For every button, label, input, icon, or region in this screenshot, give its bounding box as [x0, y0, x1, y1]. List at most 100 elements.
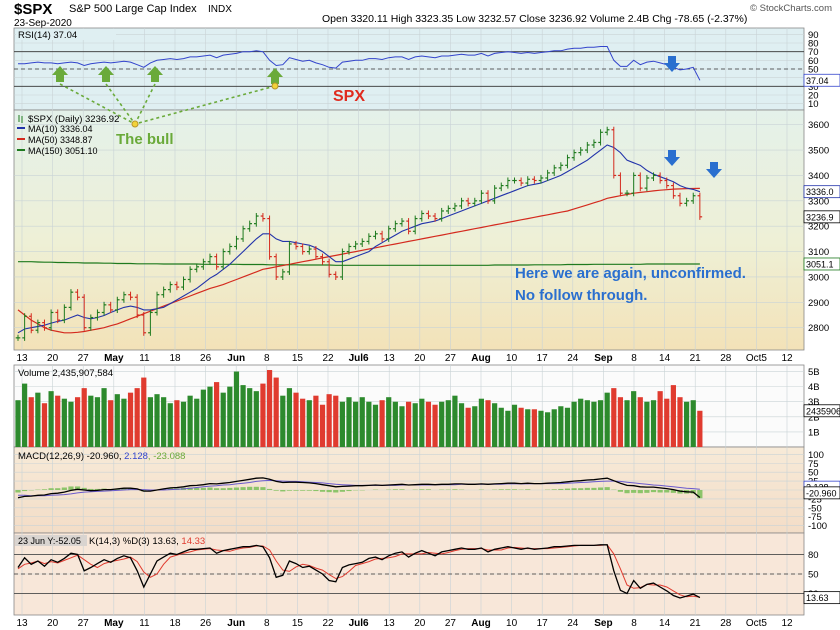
x-tick-label-bottom: 21 [690, 618, 702, 629]
value-tag-label: 2435906 [806, 406, 840, 416]
x-tick-label-bottom: 27 [445, 618, 457, 629]
volume-bar [88, 395, 94, 447]
volume-bar [584, 400, 590, 447]
x-tick-label-bottom: 13 [16, 618, 28, 629]
macd-hist-bar [300, 490, 306, 491]
y-tick-label: 75 [808, 459, 819, 470]
price-layer [15, 126, 703, 341]
value-tag-label: -20.960 [806, 488, 837, 498]
volume-bar [492, 403, 498, 447]
volume-bar [597, 400, 604, 447]
x-tick-label-bottom: Jul6 [349, 618, 369, 629]
volume-bar [319, 404, 326, 447]
volume-bar [15, 400, 21, 447]
volume-bar [399, 406, 405, 447]
macd-hist-bar [227, 487, 233, 490]
volume-bar [61, 398, 67, 447]
spx-annotation: SPX [333, 88, 365, 105]
x-tick-label: 27 [445, 353, 457, 364]
x-tick-label-bottom: 20 [414, 618, 426, 629]
y-tick-label: 20 [808, 91, 819, 102]
volume-bar [366, 401, 372, 447]
y-tick-label: 3300 [808, 196, 829, 207]
y-tick-label: 90 [808, 30, 819, 41]
ma50-line [17, 187, 700, 334]
volume-bar [379, 400, 385, 447]
macd-hist-bar [306, 490, 312, 491]
macd-hist-bar [55, 488, 61, 490]
macd-hist-bar [286, 490, 293, 491]
volume-bar [227, 386, 233, 447]
volume-bar [525, 409, 531, 447]
y-tick-label: 60 [808, 56, 819, 67]
price-legend: $SPX (Daily) 3236.92 MA(10) 3336.04 MA(5… [17, 114, 119, 156]
macd-hist-bar [505, 489, 511, 490]
y-tick-label: 5B [808, 367, 820, 378]
y-tick-label: 3400 [808, 171, 829, 182]
macd-hist-bar [233, 487, 240, 490]
macd-hist-bar [597, 487, 604, 490]
volume-bar [465, 407, 471, 447]
x-tick-label: Jun [227, 353, 245, 364]
macd-hist-bar [200, 487, 206, 490]
x-tick-label: 11 [139, 353, 150, 364]
volume-bar [558, 406, 564, 447]
volume-bar [551, 409, 557, 447]
y-tick-label: -75 [808, 512, 822, 523]
macd-hist-bar [624, 490, 630, 494]
macd-hist-bar [637, 490, 643, 494]
candle-legend-icon [18, 115, 23, 123]
bull-connector [105, 83, 136, 125]
x-tick-label: 27 [78, 353, 90, 364]
volume-bar [247, 388, 253, 447]
x-tick-label: 8 [631, 353, 637, 364]
volume-bar [611, 388, 617, 447]
volume-bar [472, 406, 478, 447]
volume-bar [644, 401, 650, 447]
macd-hist-bar [591, 487, 597, 490]
x-tick-label: May [104, 353, 124, 364]
x-tick-label: 12 [781, 353, 793, 364]
x-tick-label: 24 [567, 353, 579, 364]
x-tick-label-bottom: Oct5 [746, 618, 768, 629]
volume-bar [531, 409, 537, 447]
x-tick-label-bottom: 22 [322, 618, 334, 629]
macd-hist-bar [558, 488, 564, 490]
volume-bar [505, 410, 511, 447]
y-tick-label: 3100 [808, 247, 829, 258]
macd-hist-bar [313, 490, 319, 492]
volume-bar [564, 407, 571, 447]
volume-bar [624, 400, 630, 447]
rsi-dot-icon [271, 82, 279, 90]
volume-bar [114, 394, 120, 447]
y-tick-label: 50 [808, 570, 819, 581]
y-tick-label: 4B [808, 382, 820, 393]
down-arrow-icon [664, 150, 680, 166]
y-tick-label: 80 [808, 39, 819, 50]
y-tick-label: 70 [808, 47, 819, 58]
value-tag [803, 257, 840, 271]
macd-hist-bar [631, 490, 637, 493]
y-tick-label: 10 [808, 99, 819, 110]
y-tick-label: 30 [808, 82, 819, 93]
ma10-line [17, 144, 701, 334]
value-tag-label: 3236.9 [806, 212, 834, 222]
volume-bar [266, 370, 273, 447]
macd-hist-bar [452, 489, 458, 490]
volume-bar [386, 397, 392, 447]
macd-hist-bar [266, 488, 273, 490]
x-tick-label-bottom: 8 [631, 618, 637, 629]
value-tag-label: 3336.0 [806, 187, 834, 197]
macd-hist-bar [41, 489, 48, 490]
macd-hist-bar [511, 489, 518, 490]
macd-hist-bar [187, 487, 193, 490]
macd-hist-bar [15, 490, 21, 493]
volume-bar [445, 400, 451, 447]
macd-hist-bar [604, 487, 610, 490]
up-arrow-icon [52, 66, 68, 82]
x-tick-label-bottom: 18 [169, 618, 181, 629]
macd-hist-bar [194, 487, 200, 490]
x-tick-label: 26 [200, 353, 212, 364]
volume-bar [346, 397, 352, 447]
macd-hist-bar [551, 489, 557, 490]
